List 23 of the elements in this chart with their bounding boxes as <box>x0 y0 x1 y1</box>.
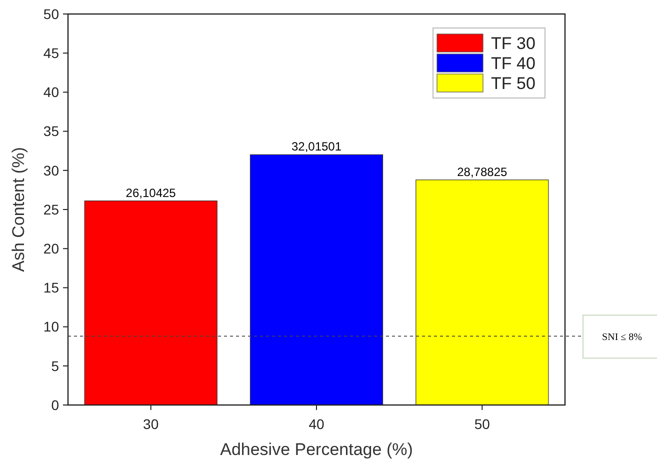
y-tick-label: 0 <box>51 396 60 413</box>
data-label: 26,10425 <box>126 186 176 200</box>
x-tick-label: 30 <box>143 416 159 432</box>
y-tick-label: 10 <box>43 318 60 335</box>
legend-label: TF 40 <box>491 54 536 73</box>
y-tick-label: 5 <box>51 358 60 374</box>
ref-line-label: SNI ≤ 8% <box>602 332 642 344</box>
x-tick-label: 50 <box>474 416 490 432</box>
data-label: 32,01501 <box>291 140 342 154</box>
legend-label: TF 50 <box>491 74 536 93</box>
y-tick-label: 50 <box>43 6 60 22</box>
y-tick-label: 30 <box>43 162 60 178</box>
y-tick-label: 20 <box>43 240 60 256</box>
y-tick-label: 45 <box>43 45 60 61</box>
y-axis-title: Ash Content (%) <box>9 147 28 272</box>
x-axis-title: Adhesive Percentage (%) <box>220 440 413 459</box>
x-tick-label: 40 <box>308 416 324 432</box>
y-tick-label: 15 <box>43 280 60 296</box>
y-tick-label: 40 <box>43 84 60 100</box>
data-label: 28,78825 <box>457 164 508 179</box>
legend-label: TF 30 <box>491 34 536 53</box>
y-tick-label: 25 <box>43 201 60 218</box>
y-tick-label: 35 <box>43 123 60 140</box>
